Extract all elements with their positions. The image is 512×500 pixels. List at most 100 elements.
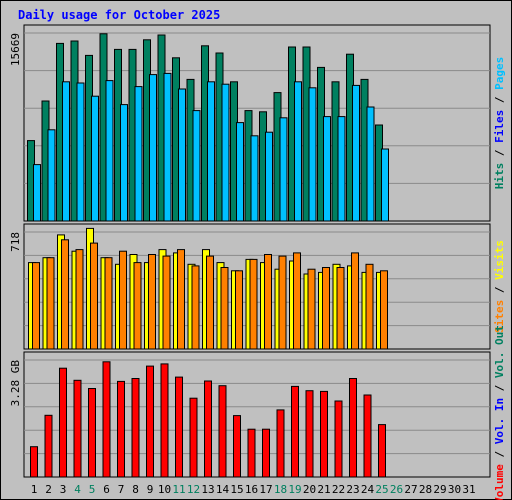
x-tick-label-day-17: 17	[259, 483, 272, 496]
y-axis-title-part: Pages	[493, 57, 506, 90]
bar-pages-day-8	[134, 86, 143, 222]
y-tick-label: 3.28 GB	[9, 360, 22, 407]
bar-sites-day-25	[380, 270, 388, 350]
x-tick-label-day-30: 30	[448, 483, 461, 496]
bar-volume-day-24	[363, 394, 372, 478]
bar-pages-day-21	[323, 116, 331, 222]
bar-volume-day-12	[189, 397, 198, 478]
bar-sites-day-5	[90, 242, 98, 350]
bar-volume-day-6	[102, 361, 111, 478]
bar-volume-day-21	[320, 390, 328, 478]
bar-sites-day-21	[322, 267, 330, 350]
y-axis-title-part: Hits	[493, 163, 506, 190]
x-tick-label-day-27: 27	[404, 483, 417, 496]
bar-sites-day-14	[220, 267, 229, 350]
bar-pages-day-1	[33, 164, 41, 222]
bar-pages-day-20	[308, 87, 317, 222]
bar-pages-day-5	[91, 95, 99, 222]
bar-volume-day-25	[378, 424, 386, 478]
x-tick-label-day-1: 1	[31, 483, 38, 496]
bar-pages-day-25	[381, 148, 389, 222]
bar-sites-day-6	[104, 257, 113, 350]
x-tick-label-day-4: 4	[74, 483, 81, 496]
bar-volume-day-3	[59, 367, 67, 478]
bar-volume-day-5	[88, 388, 96, 478]
x-tick-label-day-29: 29	[433, 483, 446, 496]
bar-volume-day-18	[276, 409, 285, 478]
x-tick-label-day-18: 18	[274, 483, 287, 496]
bar-pages-day-22	[337, 116, 346, 222]
y-axis-title-part: Visits	[493, 240, 506, 280]
x-axis-labels: 1 2 3 4 5 6 7 8 9 10 11 12 13 14 15 16 17 18 19 20 21 22 23 24 2…	[31, 483, 476, 496]
plot-area	[23, 351, 491, 478]
bar-sites-day-19	[293, 252, 301, 350]
bar-volume-day-11	[175, 376, 183, 478]
bar-pages-day-2	[47, 129, 56, 222]
bar-sites-day-3	[61, 239, 69, 350]
x-tick-label-day-2: 2	[45, 483, 52, 496]
y-axis-title-part: /	[493, 90, 506, 110]
y-tick-label: 15669	[9, 33, 22, 66]
bar-pages-day-18	[279, 117, 288, 222]
bar-pages-day-12	[192, 110, 201, 222]
bar-sites-day-18	[278, 255, 287, 350]
y-axis-title: Hits / Files / Pages	[493, 57, 506, 190]
bar-volume-day-22	[334, 400, 343, 478]
bar-pages-day-24	[366, 106, 375, 222]
x-tick-label-day-19: 19	[288, 483, 301, 496]
bar-volume-day-16	[247, 428, 256, 478]
bar-pages-day-15	[236, 122, 244, 222]
panel-hits-files-pages: 15669 Hits / Files / Pages	[9, 24, 506, 222]
y-axis-title-part: Vol. In	[493, 398, 506, 444]
bar-volume-day-15	[233, 415, 241, 478]
bar-volume-day-10	[160, 363, 169, 478]
y-axis-title-part: /	[493, 378, 506, 398]
panel-volume: 3.28 GB Volume / Vol. In / Vol. Out	[9, 325, 506, 500]
y-axis-title-part: Volume	[493, 464, 506, 500]
bar-volume-day-9	[146, 365, 154, 478]
bar-sites-day-15	[235, 270, 243, 350]
y-axis-title-part: Vol. Out	[493, 325, 506, 378]
bar-volume-day-14	[218, 385, 227, 478]
bar-sites-day-16	[249, 258, 258, 350]
x-tick-label-day-15: 15	[230, 483, 243, 496]
y-axis-title-part: /	[493, 143, 506, 163]
bar-pages-day-23	[352, 84, 360, 222]
bar-volume-day-13	[204, 380, 212, 478]
x-tick-label-day-25: 25	[375, 483, 388, 496]
bar-pages-day-9	[149, 74, 157, 222]
panel-visits-sites: 718 Sites / Visits	[9, 223, 506, 350]
bar-sites-day-13	[206, 255, 214, 350]
x-tick-label-day-13: 13	[201, 483, 214, 496]
x-tick-label-day-22: 22	[332, 483, 345, 496]
x-tick-label-day-12: 12	[187, 483, 200, 496]
bar-sites-day-9	[148, 254, 156, 350]
bar-sites-day-2	[46, 257, 55, 350]
bar-volume-day-20	[305, 390, 314, 478]
x-tick-label-day-8: 8	[132, 483, 139, 496]
y-tick-label: 718	[9, 232, 22, 252]
y-axis-title: Volume / Vol. In / Vol. Out	[493, 325, 506, 500]
bar-volume-day-1	[30, 446, 38, 478]
bar-volume-day-7	[117, 380, 125, 478]
bar-sites-day-10	[162, 255, 171, 350]
bar-pages-day-10	[163, 72, 172, 222]
x-tick-label-day-9: 9	[147, 483, 154, 496]
bar-pages-day-17	[265, 131, 273, 222]
bar-pages-day-16	[250, 135, 259, 222]
y-axis-title-part: /	[493, 444, 506, 464]
x-tick-label-day-14: 14	[216, 483, 230, 496]
bar-pages-day-13	[207, 81, 215, 222]
x-tick-label-day-3: 3	[60, 483, 67, 496]
x-tick-label-day-24: 24	[361, 483, 375, 496]
x-tick-label-day-21: 21	[317, 483, 330, 496]
x-tick-label-day-5: 5	[89, 483, 96, 496]
bar-sites-day-12	[191, 265, 200, 350]
bar-pages-day-3	[62, 81, 70, 222]
bar-sites-day-11	[177, 249, 185, 350]
bar-volume-day-23	[349, 378, 357, 478]
x-tick-label-day-31: 31	[462, 483, 475, 496]
bar-pages-day-11	[178, 88, 186, 222]
bar-volume-day-2	[44, 414, 53, 478]
